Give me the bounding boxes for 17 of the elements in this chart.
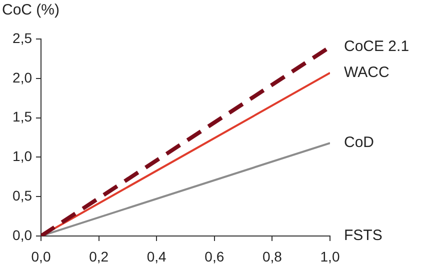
y-axis-title: CoC (%) [2, 2, 60, 19]
x-tick-label: 0,0 [31, 248, 51, 264]
series-label: WACC [344, 64, 390, 82]
x-tick-label: 0,8 [262, 248, 282, 264]
x-tick-label: 0,4 [146, 248, 167, 264]
x-axis-title: FSTS [344, 227, 382, 244]
x-tick-label: 0,6 [204, 248, 224, 264]
series-label: CoCE 2.1 [344, 38, 410, 56]
y-tick-label: 1,0 [12, 148, 32, 164]
y-tick-label: 2,5 [12, 30, 32, 46]
y-tick-label: 0,5 [12, 187, 32, 204]
x-tick-label: 1,0 [320, 248, 340, 264]
y-tick-label: 1,5 [12, 108, 32, 125]
x-tick-label: 0,2 [89, 248, 109, 264]
series-label: CoD [344, 134, 374, 152]
y-tick-label: 0,0 [12, 226, 32, 243]
y-tick-label: 2,0 [12, 69, 32, 86]
